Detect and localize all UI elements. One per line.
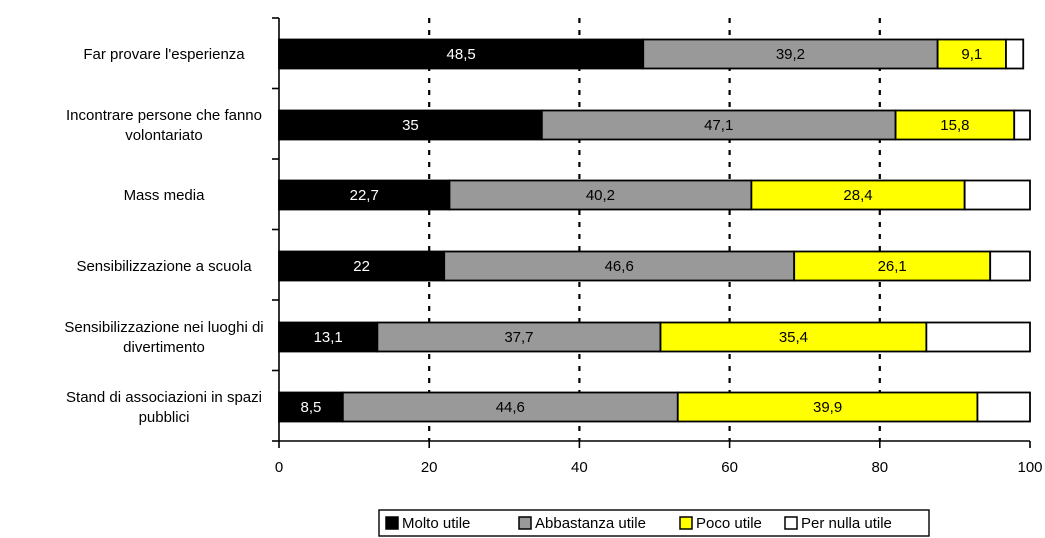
bar-segment: [1013, 109, 1031, 141]
legend-label: Molto utile: [402, 515, 470, 532]
gridlines: [428, 18, 881, 441]
data-label: 40,2: [586, 187, 615, 204]
bar-segment: [278, 109, 543, 141]
data-label: 39,2: [776, 46, 805, 63]
bar-segment: [376, 321, 662, 353]
legend-swatch: [784, 516, 798, 530]
bar-segment: [936, 38, 1007, 70]
legend-swatch: [679, 516, 693, 530]
bar-segment: [278, 250, 446, 282]
data-label: 13,1: [314, 329, 343, 346]
category-label: pubblici: [139, 409, 190, 426]
bar-segment: [894, 109, 1016, 141]
x-axis: 0 20 40 60 80 100: [275, 440, 1043, 476]
x-tick-label: 60: [721, 459, 738, 476]
bar-segment: [793, 250, 992, 282]
x-tick-label: 40: [571, 459, 588, 476]
bar-segment: [963, 179, 1031, 211]
bars: 48,5 39,2 9,1 35 47,1 15,8 22,7 40,2 28,4 22 46,6 2…: [278, 38, 1031, 423]
category-label: volontariato: [125, 127, 203, 144]
bar-segment: [642, 38, 939, 70]
legend-label: Per nulla utile: [801, 515, 892, 532]
bar-segment: [750, 179, 966, 211]
data-label: 9,1: [961, 46, 982, 63]
category-labels: Far provare l'esperienza Incontrare perso…: [64, 46, 263, 426]
category-label: Sensibilizzazione nei luoghi di: [64, 319, 263, 336]
data-label: 35: [402, 117, 419, 134]
x-tick-label: 20: [421, 459, 438, 476]
data-label: 47,1: [704, 117, 733, 134]
category-label: divertimento: [123, 339, 205, 356]
bar-segment: [1005, 38, 1025, 70]
bar-segment: [278, 391, 344, 423]
data-label: 26,1: [878, 258, 907, 275]
category-label: Incontrare persone che fanno: [66, 107, 262, 124]
legend-label: Abbastanza utile: [535, 515, 646, 532]
data-label: 28,4: [843, 187, 872, 204]
data-label: 46,6: [605, 258, 634, 275]
bar-segment: [925, 321, 1031, 353]
legend: Molto utile Abbastanza utile Poco utile Per…: [378, 509, 930, 537]
category-label: Far provare l'esperienza: [83, 46, 245, 63]
category-label: Stand di associazioni in spazi: [66, 389, 262, 406]
data-label: 39,9: [813, 399, 842, 416]
x-tick-label: 80: [871, 459, 888, 476]
bar-segment: [278, 38, 645, 70]
x-tick-label: 100: [1017, 459, 1042, 476]
data-label: 35,4: [779, 329, 808, 346]
data-label: 8,5: [300, 399, 321, 416]
data-label: 44,6: [496, 399, 525, 416]
data-label: 15,8: [940, 117, 969, 134]
data-label: 22: [353, 258, 370, 275]
x-tick-label: 0: [275, 459, 283, 476]
bar-segment: [278, 321, 379, 353]
data-label: 22,7: [350, 187, 379, 204]
data-label: 48,5: [447, 46, 476, 63]
legend-swatch: [518, 516, 532, 530]
bar-segment: [989, 250, 1031, 282]
data-label: 37,7: [504, 329, 533, 346]
bar-segment: [341, 391, 679, 423]
bar-segment: [659, 321, 928, 353]
y-axis: [272, 17, 280, 442]
bar-segment: [976, 391, 1031, 423]
legend-label: Poco utile: [696, 515, 762, 532]
bar-segment: [540, 109, 897, 141]
bar-segment: [448, 179, 753, 211]
category-label: Mass media: [124, 187, 206, 204]
legend-swatch: [385, 516, 399, 530]
legend-box: [378, 509, 930, 537]
category-label: Sensibilizzazione a scuola: [76, 258, 252, 275]
